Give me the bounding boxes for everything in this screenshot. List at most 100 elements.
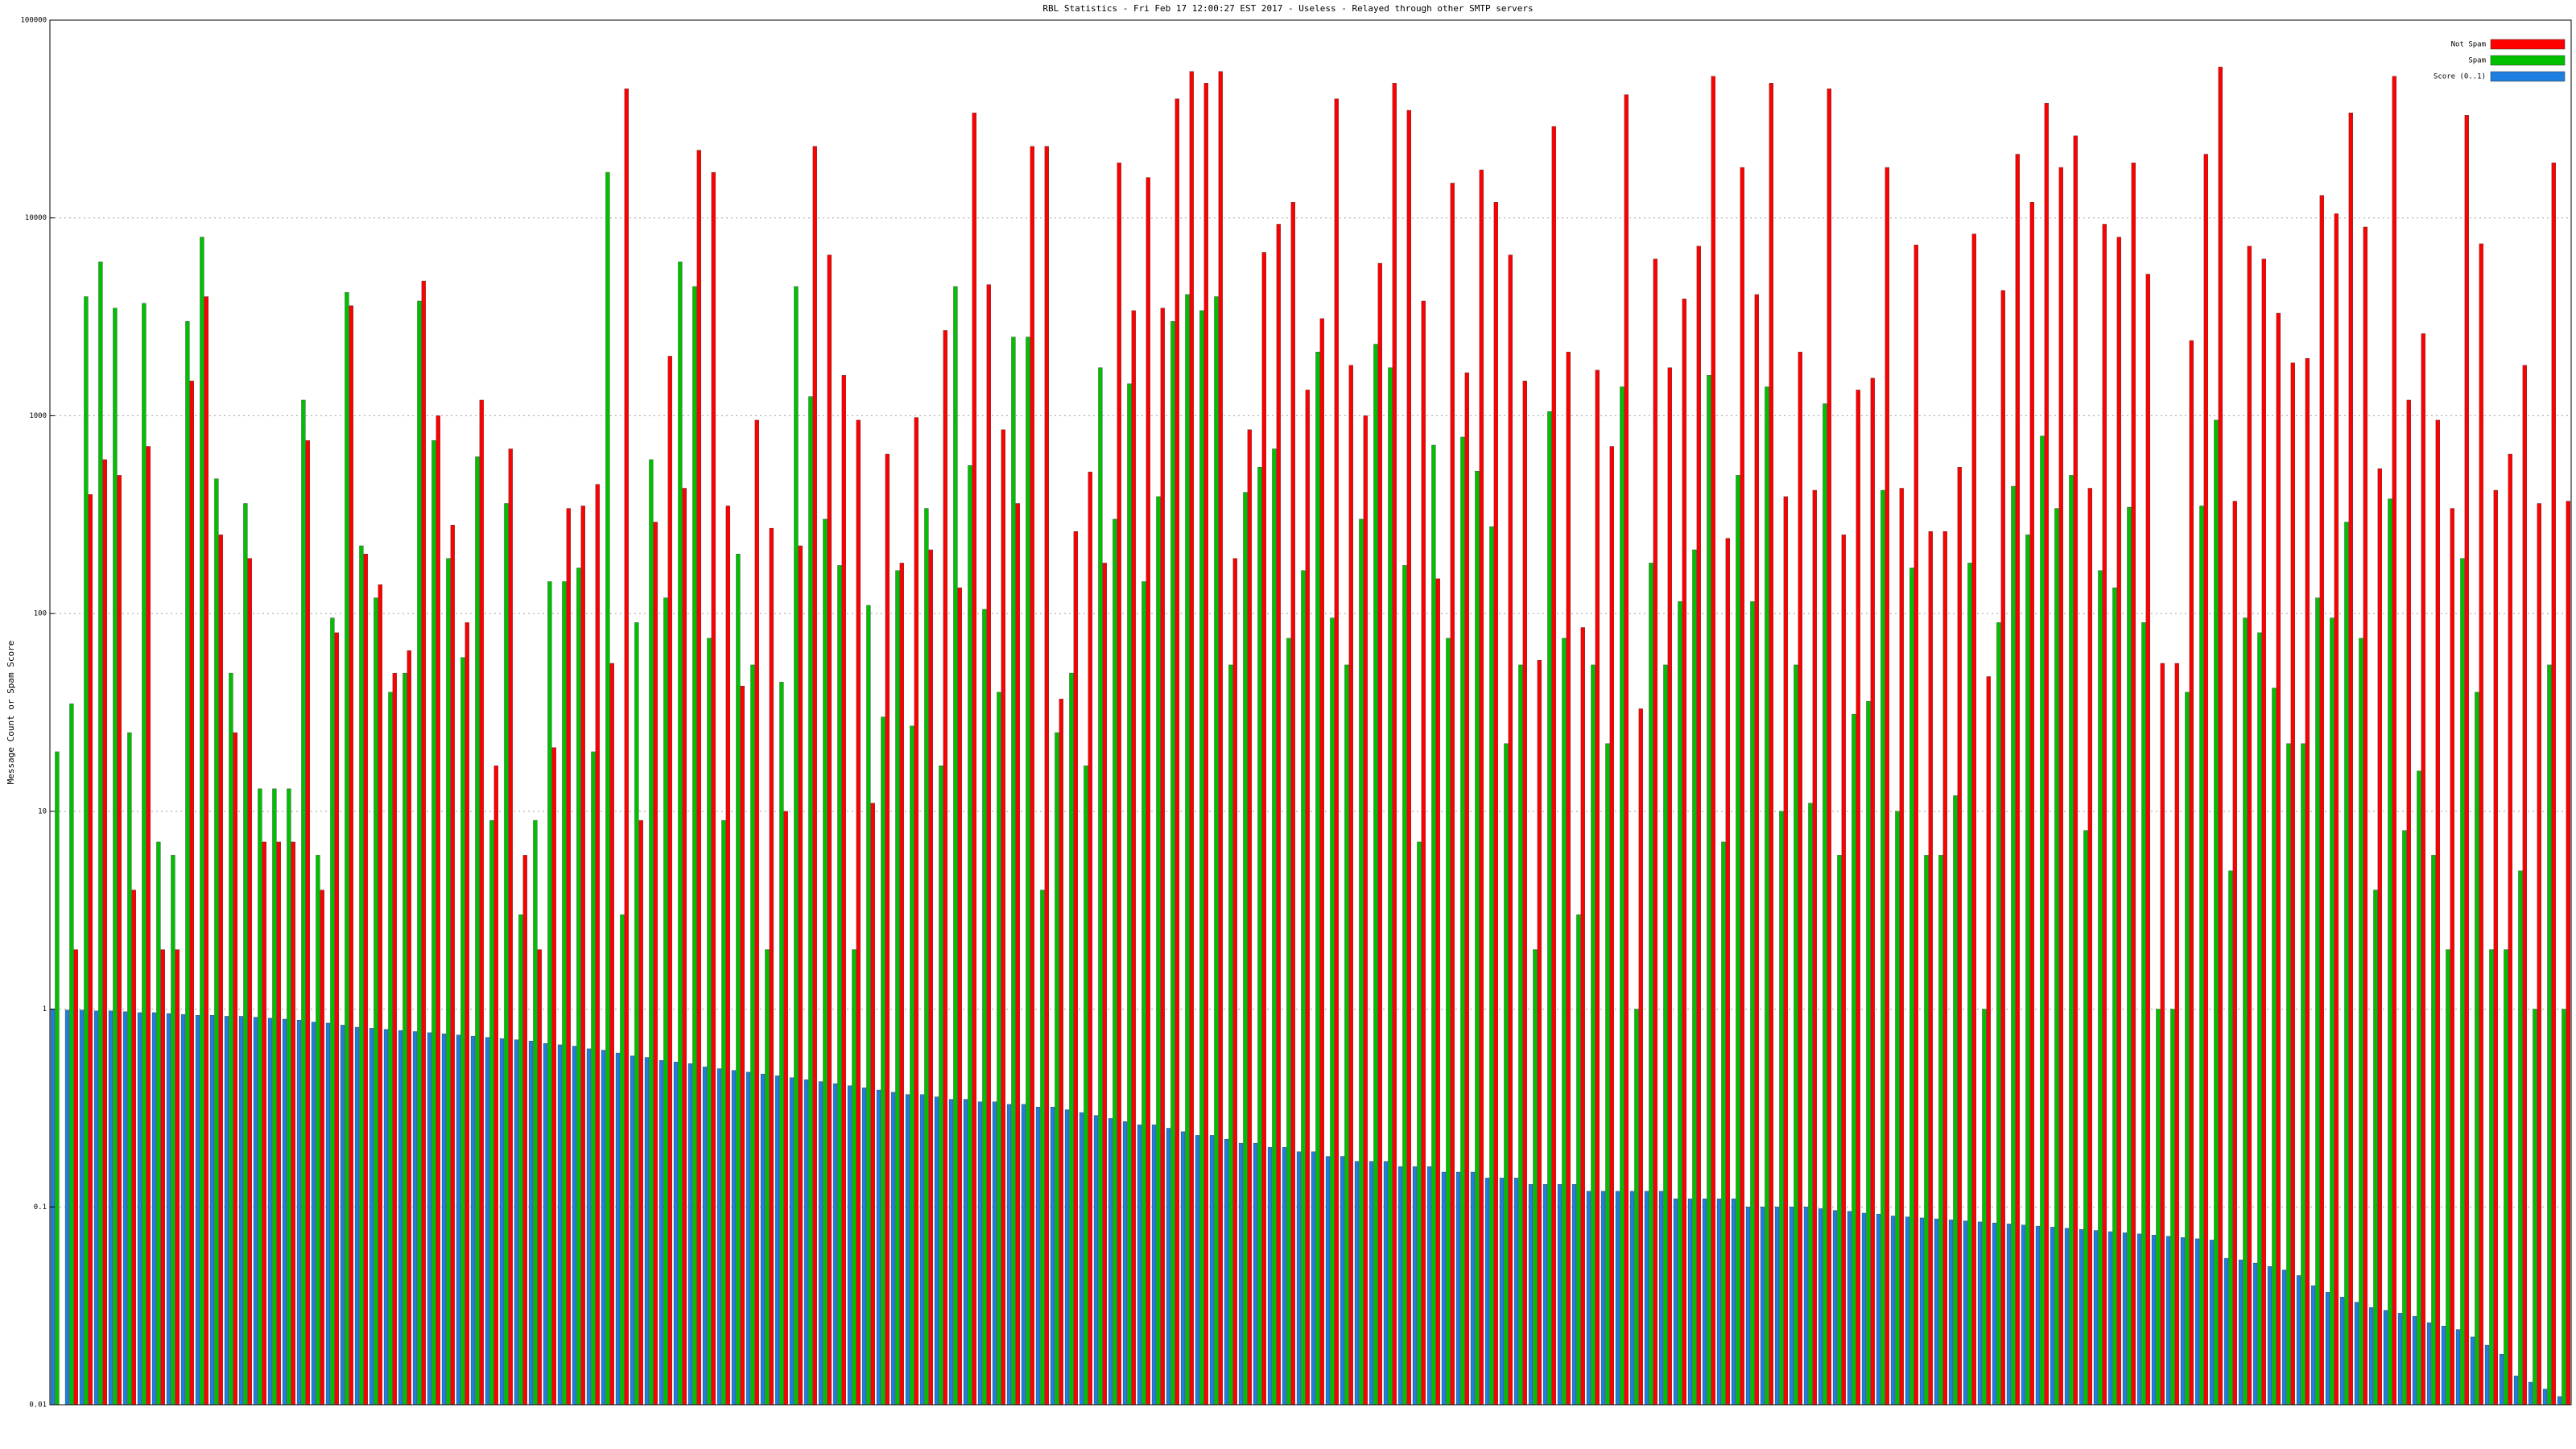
bar [2484,1344,2490,1406]
bar [2093,1230,2099,1406]
bar [928,549,933,1406]
bar [595,484,600,1406]
bar [470,1035,476,1406]
bar [682,488,687,1406]
bar [2339,1297,2345,1406]
bar [1232,558,1237,1406]
bar [856,419,861,1406]
bar [1967,563,1972,1406]
bar [2136,1233,2142,1406]
bar [1566,352,1571,1406]
bar [1977,1221,1983,1406]
bar [1852,713,1856,1406]
bar [1707,375,1711,1406]
bar [605,171,610,1406]
bar [2156,1009,2161,1406]
bar [972,112,976,1406]
bar [2533,1009,2537,1406]
bar [1330,617,1335,1406]
bar [1909,568,1914,1406]
bar [446,558,451,1406]
bar [108,1010,114,1406]
bar [102,459,107,1406]
bar [1678,601,1682,1406]
bar [2185,691,2190,1406]
bar [1687,1198,1693,1406]
bar [1412,1166,1418,1406]
bar [1769,83,1773,1406]
bar [2064,1228,2070,1406]
bar [1180,1131,1186,1406]
bar [2464,115,2469,1406]
bar [2199,506,2204,1406]
bar [2011,485,2016,1406]
bar [522,855,527,1406]
bar [73,949,78,1406]
bar [330,617,335,1406]
bar [1827,89,1831,1406]
grid [50,19,2571,1406]
bar [2243,617,2248,1406]
bar [2203,154,2208,1406]
bar [1808,803,1813,1406]
bar [832,1083,838,1406]
bar [711,171,716,1406]
y-tick-label: 100 [34,610,47,618]
bar [1754,294,1759,1406]
bar [827,254,832,1406]
bar [1195,1135,1200,1406]
bar [2252,1262,2258,1406]
bar [479,399,484,1406]
bar [1209,1135,1215,1406]
bar [2421,333,2425,1406]
bar [1040,890,1045,1406]
bar [1435,578,1440,1406]
bar [2087,488,2092,1406]
bar [1711,76,1715,1406]
bar [1866,700,1871,1406]
bar [2238,1259,2244,1406]
chart-title: RBL Statistics - Fri Feb 17 12:00:27 EST… [1042,3,1533,14]
bar [1634,1009,1639,1406]
bar [1919,1217,1925,1406]
bar [1513,1178,1519,1406]
bar [84,296,89,1406]
bar [2079,1228,2084,1406]
bar [1986,676,1991,1406]
bar [736,553,741,1406]
bar [533,819,538,1406]
bar [754,419,759,1406]
y-tick-label: 1000 [29,412,47,420]
bar [1470,1171,1476,1406]
bar [2359,638,2363,1406]
bar [823,518,828,1406]
bar [2044,103,2049,1406]
bar [1702,1198,1707,1406]
bar [2102,224,2107,1406]
bar [934,1096,939,1406]
bar [2301,743,2306,1406]
bar [2040,436,2045,1406]
bar [1282,1147,1287,1406]
bar [1421,300,1426,1406]
bar [2112,587,2117,1406]
bar [374,597,378,1406]
bar [175,949,180,1406]
bar [2050,1227,2055,1406]
bar [551,747,556,1406]
bar [601,1050,606,1406]
bar [450,525,455,1406]
bar [320,890,324,1406]
bar [1924,855,1929,1406]
bar [2547,664,2552,1406]
bar [345,292,349,1406]
bar [1832,1210,1838,1406]
bar [692,286,697,1406]
bar [1253,1142,1258,1406]
bar [64,1009,70,1406]
bar [2098,570,2103,1406]
bar [2180,1237,2186,1406]
bar [2493,489,2498,1406]
bar [1682,298,1686,1406]
bar [296,1020,302,1406]
